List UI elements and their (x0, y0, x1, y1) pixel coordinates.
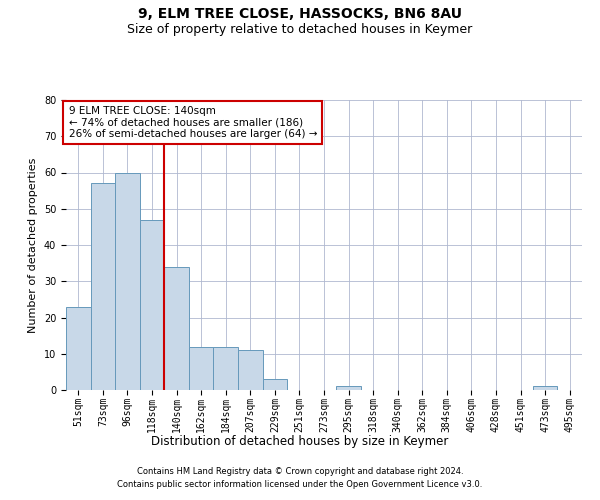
Bar (66, 306, 91, 390)
Text: Contains HM Land Registry data © Crown copyright and database right 2024.: Contains HM Land Registry data © Crown c… (137, 467, 463, 476)
Y-axis label: Number of detached properties: Number of detached properties (28, 158, 38, 332)
Text: 9 ELM TREE CLOSE: 140sqm
← 74% of detached houses are smaller (186)
26% of semi-: 9 ELM TREE CLOSE: 140sqm ← 74% of detach… (68, 106, 317, 139)
Bar (115, 172, 140, 390)
Bar (189, 346, 214, 390)
Bar (164, 267, 189, 390)
Text: Contains public sector information licensed under the Open Government Licence v3: Contains public sector information licen… (118, 480, 482, 489)
Bar (214, 346, 238, 390)
Bar (336, 386, 361, 390)
Bar (91, 184, 115, 390)
Bar (533, 386, 557, 390)
Bar (263, 379, 287, 390)
Bar (238, 350, 263, 390)
Text: Size of property relative to detached houses in Keymer: Size of property relative to detached ho… (127, 22, 473, 36)
Text: Distribution of detached houses by size in Keymer: Distribution of detached houses by size … (151, 435, 449, 448)
Text: 9, ELM TREE CLOSE, HASSOCKS, BN6 8AU: 9, ELM TREE CLOSE, HASSOCKS, BN6 8AU (138, 8, 462, 22)
Bar (140, 220, 164, 390)
